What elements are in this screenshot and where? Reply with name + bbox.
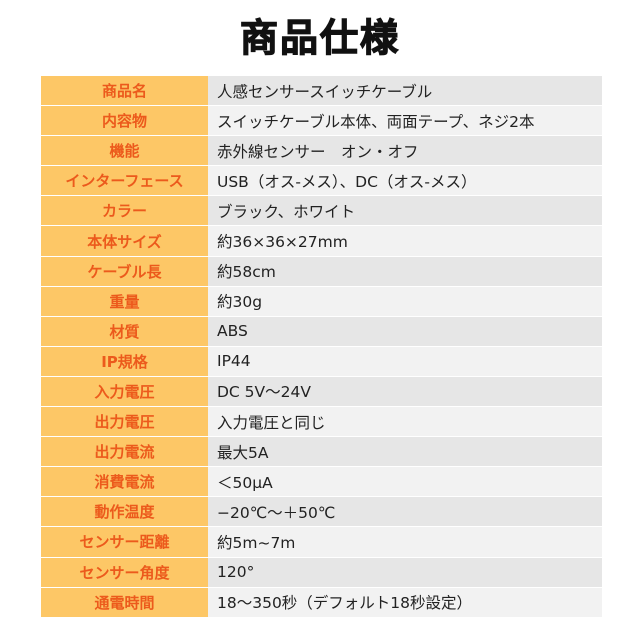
spec-row: センサー角度 120° [41,557,602,588]
spec-label: 消費電流 [41,467,208,497]
spec-label: カラー [41,196,208,226]
spec-value: ブラック、ホワイト [208,196,602,226]
spec-row: 材質 ABS [41,316,602,347]
spec-value: IP44 [208,346,602,376]
spec-row: 内容物 スイッチケーブル本体、両面テープ、ネジ2本 [41,106,602,137]
spec-label: 入力電圧 [41,376,208,407]
spec-value: 約58cm [208,256,602,286]
spec-row: 消費電流 ＜50μA [41,467,602,498]
spec-row: 重量 約30g [41,286,602,317]
spec-value: ＜50μA [208,467,602,497]
spec-label: 動作温度 [41,497,208,527]
spec-value: 120° [208,557,602,587]
spec-label: 内容物 [41,106,208,136]
spec-value: 赤外線センサー オン・オフ [208,136,602,166]
spec-table: 商品名 人感センサースイッチケーブル 内容物 スイッチケーブル本体、両面テープ、ネジ2… [41,76,602,618]
spec-label: センサー距離 [41,527,208,557]
spec-row: ケーブル長 約58cm [41,256,602,287]
spec-value: 18～350秒（デフォルト18秒設定） [208,587,602,617]
spec-label: 出力電流 [41,437,208,467]
spec-row: 動作温度 −20℃～＋50℃ [41,497,602,528]
spec-row: 機能 赤外線センサー オン・オフ [41,136,602,167]
spec-label: センサー角度 [41,557,208,587]
spec-value: 約5m~7m [208,527,602,557]
spec-label: IP規格 [41,346,208,376]
spec-value: 約30g [208,286,602,316]
spec-value: DC 5V～24V [208,376,602,407]
spec-value: −20℃～＋50℃ [208,497,602,527]
spec-value: USB（オス-メス）、DC（オス-メス） [208,166,602,196]
spec-label: 通電時間 [41,587,208,617]
spec-label: 重量 [41,286,208,316]
spec-row: 出力電圧 入力電圧と同じ [41,407,602,438]
spec-label: 機能 [41,136,208,166]
spec-row: IP規格 IP44 [41,346,602,377]
spec-row: センサー距離 約5m~7m [41,527,602,558]
spec-value: スイッチケーブル本体、両面テープ、ネジ2本 [208,106,602,136]
spec-label: 本体サイズ [41,226,208,256]
spec-row: 本体サイズ 約36×36×27mm [41,226,602,257]
spec-label: インターフェース [41,166,208,196]
spec-label: 材質 [41,316,208,346]
spec-label: 商品名 [41,76,208,106]
spec-value: 人感センサースイッチケーブル [208,76,602,106]
spec-row: 入力電圧 DC 5V～24V [41,376,602,408]
spec-row: カラー ブラック、ホワイト [41,196,602,227]
spec-value: ABS [208,316,602,346]
spec-value: 約36×36×27mm [208,226,602,256]
spec-row: インターフェース USB（オス-メス）、DC（オス-メス） [41,166,602,197]
spec-value: 最大5A [208,437,602,467]
spec-row: 通電時間 18～350秒（デフォルト18秒設定） [41,587,602,618]
spec-row: 商品名 人感センサースイッチケーブル [41,76,602,107]
spec-label: 出力電圧 [41,407,208,437]
page-title: 商品仕様 [239,15,400,60]
spec-label: ケーブル長 [41,256,208,286]
spec-row: 出力電流 最大5A [41,437,602,468]
spec-value: 入力電圧と同じ [208,407,602,437]
